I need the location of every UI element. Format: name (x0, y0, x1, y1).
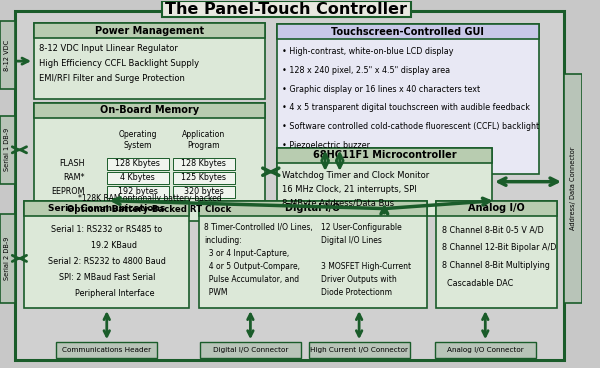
Text: 8 Channel 8-Bit Multiplying: 8 Channel 8-Bit Multiplying (442, 261, 550, 270)
Bar (34, 103, 265, 118)
Bar (173, 186, 235, 198)
Text: Digital I/O Connector: Digital I/O Connector (213, 347, 288, 353)
Text: Cascadable DAC: Cascadable DAC (442, 279, 513, 288)
Text: Diode Protectionm: Diode Protectionm (321, 288, 392, 297)
Bar (107, 172, 169, 184)
Text: High Efficiency CCFL Backlight Supply: High Efficiency CCFL Backlight Supply (39, 59, 199, 68)
Text: Serial Communications: Serial Communications (48, 204, 166, 213)
Text: 128 Kbytes: 128 Kbytes (181, 159, 226, 168)
Text: PWM: PWM (204, 288, 227, 297)
Text: 4 Kbytes: 4 Kbytes (121, 173, 155, 182)
Text: Analog I/O: Analog I/O (468, 203, 525, 213)
Bar (162, 1, 410, 17)
Bar (24, 201, 189, 308)
Text: Digital I/O: Digital I/O (286, 203, 341, 213)
Bar (277, 24, 539, 174)
Text: The Panel-Touch Controller: The Panel-Touch Controller (166, 2, 407, 17)
Bar (34, 103, 265, 220)
Bar (24, 201, 189, 216)
Text: • High-contrast, white-on-blue LCD display: • High-contrast, white-on-blue LCD displ… (283, 47, 454, 56)
Text: 19.2 KBaud: 19.2 KBaud (76, 241, 137, 250)
Text: 8-12 VDC Input Llinear Regulator: 8-12 VDC Input Llinear Regulator (39, 44, 178, 53)
Bar (107, 186, 169, 198)
Bar (34, 23, 265, 99)
Bar (56, 342, 157, 358)
Bar (173, 158, 235, 170)
Text: Optional Battery-Backed RT Clock: Optional Battery-Backed RT Clock (67, 205, 232, 214)
Text: Address/ Data Connector: Address/ Data Connector (569, 147, 575, 230)
Text: Touchscreen-Controlled GUI: Touchscreen-Controlled GUI (331, 27, 484, 37)
Text: 192 bytes: 192 bytes (118, 187, 158, 196)
Bar (0, 116, 14, 184)
Text: • Graphic display or 16 lines x 40 characters text: • Graphic display or 16 lines x 40 chara… (283, 85, 481, 93)
Text: 4 or 5 Output-Compare,: 4 or 5 Output-Compare, (204, 262, 300, 271)
Text: • Piezoelectric buzzer: • Piezoelectric buzzer (283, 141, 370, 150)
Text: Serial 1 DB-9: Serial 1 DB-9 (4, 128, 10, 171)
Text: 68HC11F1 Microcontroller: 68HC11F1 Microcontroller (313, 150, 456, 160)
Text: SPI: 2 MBaud Fast Serial: SPI: 2 MBaud Fast Serial (59, 273, 155, 282)
Bar (199, 201, 427, 308)
Text: 8 Timer-Controlled I/O Lines,: 8 Timer-Controlled I/O Lines, (204, 223, 313, 232)
Text: Serial 2: RS232 to 4800 Baud: Serial 2: RS232 to 4800 Baud (48, 257, 166, 266)
Bar (199, 201, 427, 216)
Text: 320 bytes: 320 bytes (184, 187, 224, 196)
Text: 3 MOSFET High-Current: 3 MOSFET High-Current (321, 262, 411, 271)
Text: Application
Program: Application Program (182, 130, 226, 149)
Text: Serial 1: RS232 or RS485 to: Serial 1: RS232 or RS485 to (51, 225, 163, 234)
Text: • 4 x 5 transparent digital touchscreen with audible feedback: • 4 x 5 transparent digital touchscreen … (283, 103, 530, 113)
Text: RAM*: RAM* (63, 173, 85, 182)
Text: • Software controlled cold-cathode fluorescent (CCFL) backlight: • Software controlled cold-cathode fluor… (283, 123, 539, 131)
Bar (0, 213, 14, 303)
Text: Driver Outputs with: Driver Outputs with (321, 275, 397, 284)
Text: 12 User-Configurable: 12 User-Configurable (321, 223, 401, 232)
Text: High Current I/O Connector: High Current I/O Connector (310, 347, 408, 353)
Text: Peripheral Interface: Peripheral Interface (59, 289, 154, 298)
Bar (34, 23, 265, 38)
Text: 16 MHz Clock, 21 interrupts, SPI: 16 MHz Clock, 21 interrupts, SPI (283, 185, 417, 194)
Bar (107, 158, 169, 170)
Bar (277, 24, 539, 39)
Text: 128 Kbytes: 128 Kbytes (115, 159, 160, 168)
Text: Serial 2 DB-9: Serial 2 DB-9 (4, 237, 10, 280)
Text: 125 Kbytes: 125 Kbytes (181, 173, 226, 182)
Text: On-Board Memory: On-Board Memory (100, 106, 199, 116)
Bar (173, 172, 235, 184)
Text: Watchdog Timer and Clock Monitor: Watchdog Timer and Clock Monitor (283, 171, 430, 180)
Text: 8 Channel 12-Bit Bipolar A/D: 8 Channel 12-Bit Bipolar A/D (442, 243, 556, 252)
Bar (277, 148, 492, 163)
Bar (277, 148, 492, 216)
Bar (564, 74, 583, 303)
Bar (436, 201, 557, 216)
Text: 3 or 4 Input-Capture,: 3 or 4 Input-Capture, (204, 249, 289, 258)
Text: Operating
System: Operating System (119, 130, 157, 149)
Text: 8 Channel 8-Bit 0-5 V A/D: 8 Channel 8-Bit 0-5 V A/D (442, 225, 544, 234)
Bar (200, 342, 301, 358)
Text: • 128 x 240 pixel, 2.5" x 4.5" display area: • 128 x 240 pixel, 2.5" x 4.5" display a… (283, 66, 451, 75)
Text: Pulse Accumulator, and: Pulse Accumulator, and (204, 275, 299, 284)
Bar (0, 21, 14, 89)
Text: Digital I/O Lines: Digital I/O Lines (321, 236, 382, 245)
Bar (436, 201, 557, 308)
Text: EEPROM: EEPROM (51, 187, 85, 196)
Text: Communications Header: Communications Header (62, 347, 151, 353)
Text: FLASH: FLASH (59, 159, 85, 168)
Text: *128K RAM optionally battery-backed: *128K RAM optionally battery-backed (77, 194, 221, 203)
Text: Analog I/O Connector: Analog I/O Connector (447, 347, 524, 353)
Text: including:: including: (204, 236, 242, 245)
Bar (308, 342, 410, 358)
Text: 8 MByte Address/Data Bus: 8 MByte Address/Data Bus (283, 199, 395, 208)
Text: EMI/RFI Filter and Surge Protection: EMI/RFI Filter and Surge Protection (39, 74, 185, 82)
Bar (435, 342, 536, 358)
Text: 8-12 VDC: 8-12 VDC (4, 39, 10, 71)
Text: Power Management: Power Management (95, 26, 204, 36)
